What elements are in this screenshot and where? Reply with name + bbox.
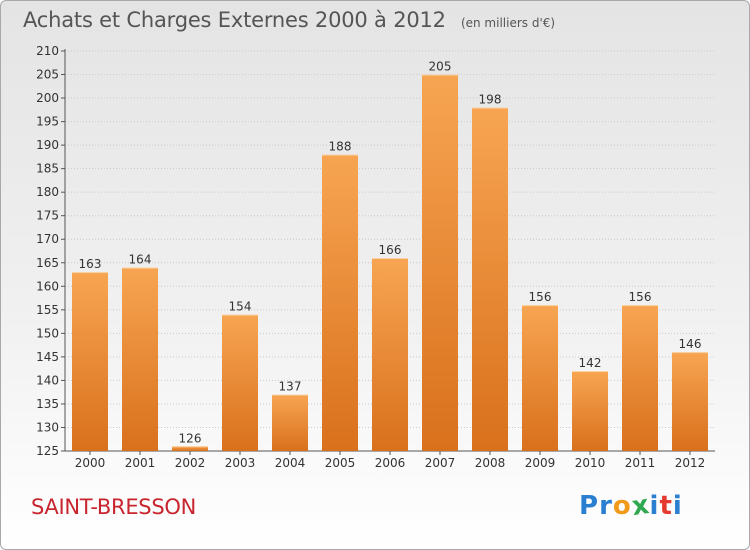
data-label-2001: 164 xyxy=(129,252,152,266)
data-label-2004: 137 xyxy=(279,380,302,394)
city-name: SAINT-BRESSON xyxy=(31,495,196,519)
bars xyxy=(72,74,708,452)
data-label-2007: 205 xyxy=(429,60,452,74)
chart-subtitle: (en milliers d'€) xyxy=(460,16,556,30)
data-label-2010: 142 xyxy=(579,356,602,370)
data-label-2011: 156 xyxy=(629,290,652,304)
x-tick-label-2001: 2001 xyxy=(125,456,156,470)
data-label-2002: 126 xyxy=(179,431,202,445)
y-tick-label: 130 xyxy=(36,420,59,434)
y-tick-label: 180 xyxy=(36,185,59,199)
title-row: Achats et Charges Externes 2000 à 2012 (… xyxy=(23,8,555,32)
bar-2009 xyxy=(522,305,558,451)
bar-2012 xyxy=(672,352,708,451)
logo-letter: x xyxy=(629,489,652,523)
y-tick-label: 175 xyxy=(36,209,59,223)
data-label-2005: 188 xyxy=(329,140,352,154)
y-tick-label: 160 xyxy=(36,279,59,293)
data-label-2012: 146 xyxy=(679,337,702,351)
x-tick-label-2006: 2006 xyxy=(375,456,406,470)
bar-2010 xyxy=(572,371,608,451)
y-tick-label: 135 xyxy=(36,397,59,411)
logo-letter: t xyxy=(659,491,673,521)
x-tick-label-2010: 2010 xyxy=(575,456,606,470)
data-label-2003: 154 xyxy=(229,300,252,314)
logo-letter: i xyxy=(672,491,683,521)
x-tick-label-2007: 2007 xyxy=(425,456,456,470)
bar-2001 xyxy=(122,267,158,451)
y-tick-label: 190 xyxy=(36,138,59,152)
data-label-2006: 166 xyxy=(379,243,402,257)
bar-2007 xyxy=(422,74,458,451)
y-tick-label: 125 xyxy=(36,444,59,458)
y-tick-label: 170 xyxy=(36,232,59,246)
logo-letter: P xyxy=(579,491,600,521)
x-tick-label-2004: 2004 xyxy=(275,456,306,470)
y-tick-label: 195 xyxy=(36,115,59,129)
proxiti-logo[interactable]: Proxiti xyxy=(579,489,683,523)
y-tick-label: 205 xyxy=(36,68,59,82)
data-labels: 163 164 126 154 137 188 166 205 198 156 142 156 146 xyxy=(79,60,702,446)
bar-2006 xyxy=(372,258,408,451)
bar-2002 xyxy=(172,446,208,451)
logo-letter: o xyxy=(612,491,632,521)
x-tick-label-2012: 2012 xyxy=(675,456,706,470)
x-tick-label-2002: 2002 xyxy=(175,456,206,470)
bar-2011 xyxy=(622,305,658,451)
bar-2004 xyxy=(272,394,308,451)
x-tick-label-2009: 2009 xyxy=(525,456,556,470)
y-tick-label: 155 xyxy=(36,303,59,317)
data-label-2008: 198 xyxy=(479,92,502,106)
chart-title: Achats et Charges Externes 2000 à 2012 xyxy=(23,8,446,32)
y-tick-label: 210 xyxy=(36,44,59,58)
axes: 125 130 135 140 145 150 155 160 165 170 175 180 185 1… xyxy=(36,44,715,470)
logo-letter: i xyxy=(649,491,660,521)
y-tick-label: 145 xyxy=(36,350,59,364)
y-tick-label: 200 xyxy=(36,91,59,105)
bar-2005 xyxy=(322,154,358,451)
bar-2000 xyxy=(72,272,108,451)
y-tick-label: 140 xyxy=(36,373,59,387)
x-tick-label-2011: 2011 xyxy=(625,456,656,470)
y-tick-label: 185 xyxy=(36,162,59,176)
logo-letter: r xyxy=(599,491,613,521)
bar-2003 xyxy=(222,314,258,451)
y-tick-label: 165 xyxy=(36,256,59,270)
data-label-2000: 163 xyxy=(79,257,102,271)
data-label-2009: 156 xyxy=(529,290,552,304)
x-tick-label-2008: 2008 xyxy=(475,456,506,470)
y-tick-label: 150 xyxy=(36,326,59,340)
x-tick-label-2005: 2005 xyxy=(325,456,356,470)
x-tick-label-2003: 2003 xyxy=(225,456,256,470)
bar-2008 xyxy=(472,107,508,452)
x-tick-label-2000: 2000 xyxy=(75,456,106,470)
